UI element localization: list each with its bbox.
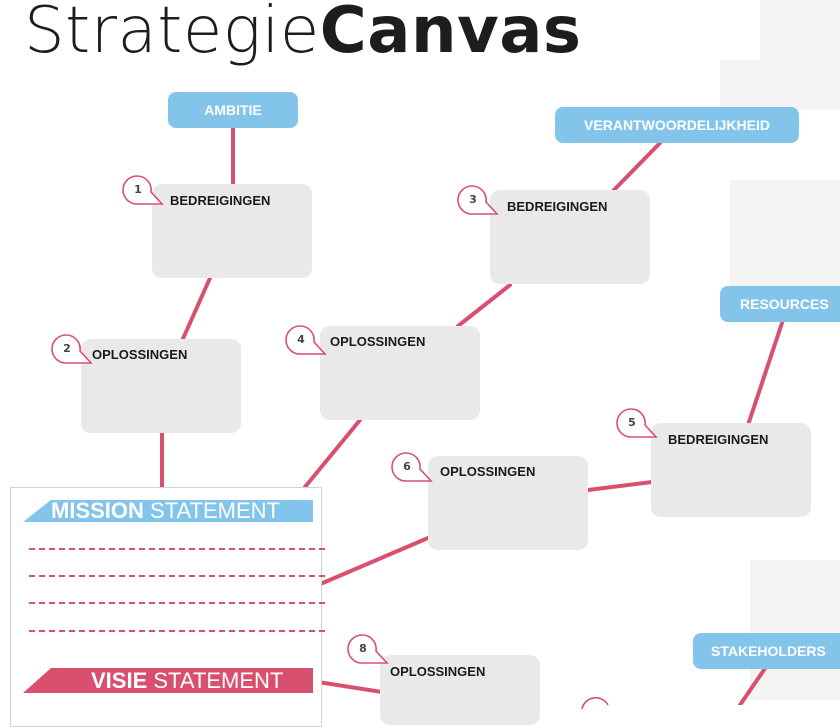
mission-statement-heading: MISSION STATEMENT (51, 498, 280, 523)
connector-stakeholders (738, 662, 770, 705)
node-box-2[interactable] (81, 339, 241, 433)
resources-pill[interactable]: RESOURCES (720, 286, 840, 322)
node-number-5: 5 (614, 407, 658, 438)
visie-statement-heading: VISIE STATEMENT (91, 668, 284, 693)
node-label-2: OPLOSSINGEN (92, 347, 188, 362)
mission-line-4[interactable] (29, 630, 325, 632)
mission-line-3[interactable] (29, 602, 325, 604)
node-number-8: 8 (345, 633, 389, 664)
connector-lines (160, 126, 785, 705)
connector-6-5 (586, 480, 654, 492)
node-box-6[interactable] (428, 456, 588, 550)
node-label-1: BEDREIGINGEN (170, 193, 271, 208)
node-number-4: 4 (283, 324, 327, 355)
marker-shape-icon (51, 334, 93, 364)
stakeholders-pill[interactable]: STAKEHOLDERS (693, 633, 840, 669)
connector-1-2 (180, 276, 212, 343)
marker-shape-icon (457, 185, 499, 215)
mission-line-1[interactable] (29, 548, 325, 550)
statement-panel: MISSION STATEMENT VISIE STATEMENT (10, 487, 325, 727)
node-label-8: OPLOSSINGEN (390, 664, 486, 679)
title-bold: Canvas (319, 0, 582, 68)
title-light: Strategie (24, 0, 320, 68)
marker-partial-icon (581, 696, 609, 709)
node-number-6: 6 (389, 451, 433, 482)
node-number-3: 3 (455, 184, 499, 215)
node-box-4[interactable] (320, 326, 480, 420)
node-box-5[interactable] (651, 423, 811, 517)
connector-verant-3 (610, 141, 662, 194)
background-watermark (720, 0, 840, 700)
page-title: StrategieCanvas (24, 0, 582, 68)
statement-banners (23, 500, 313, 693)
marker-shape-icon (616, 408, 658, 438)
node-number-1: 1 (120, 174, 164, 205)
connector-6-panel (316, 536, 430, 587)
node-label-4: OPLOSSINGEN (330, 334, 426, 349)
connector-3-4 (456, 283, 512, 328)
mission-line-2[interactable] (29, 575, 325, 577)
node-number-2: 2 (49, 333, 93, 364)
ambitie-pill[interactable]: AMBITIE (168, 92, 298, 128)
marker-shape-icon (391, 452, 433, 482)
connector-4-mission (303, 418, 362, 489)
marker-shape-icon (285, 325, 327, 355)
connector-visie-8 (316, 680, 384, 694)
node-box-1[interactable] (152, 184, 312, 278)
node-label-3: BEDREIGINGEN (507, 199, 608, 214)
node-label-5: BEDREIGINGEN (668, 432, 769, 447)
node-label-6: OPLOSSINGEN (440, 464, 536, 479)
connector-resources-5 (746, 318, 785, 427)
verantwoordelijkheid-pill[interactable]: VERANTWOORDELIJKHEID (555, 107, 799, 143)
marker-shape-icon (122, 175, 164, 205)
marker-shape-icon (347, 634, 389, 664)
node-box-3[interactable] (490, 190, 650, 284)
